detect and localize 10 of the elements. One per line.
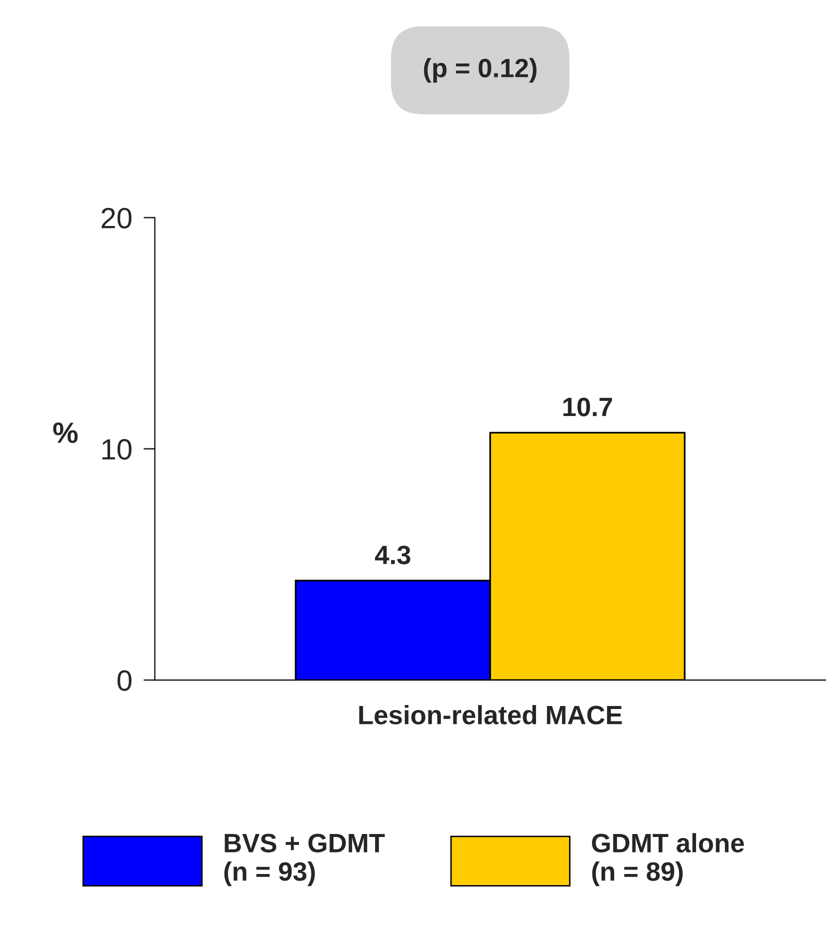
data-label: 4.3 <box>374 546 410 564</box>
text: (p = 0.12) <box>424 58 536 83</box>
data-label: 10.7 <box>563 398 612 416</box>
x-tick-label: Lesion-related MACE <box>359 705 622 724</box>
legend-label: GDMT alone (n = 89) <box>592 833 744 886</box>
y-tick-label: 20 <box>102 208 132 228</box>
y-tick-label: 0 <box>118 670 132 691</box>
y-axis-title: % <box>53 422 78 444</box>
y-tick-label: 10 <box>102 439 132 460</box>
legend-label: BVS + GDMT (n = 93) <box>224 834 385 886</box>
